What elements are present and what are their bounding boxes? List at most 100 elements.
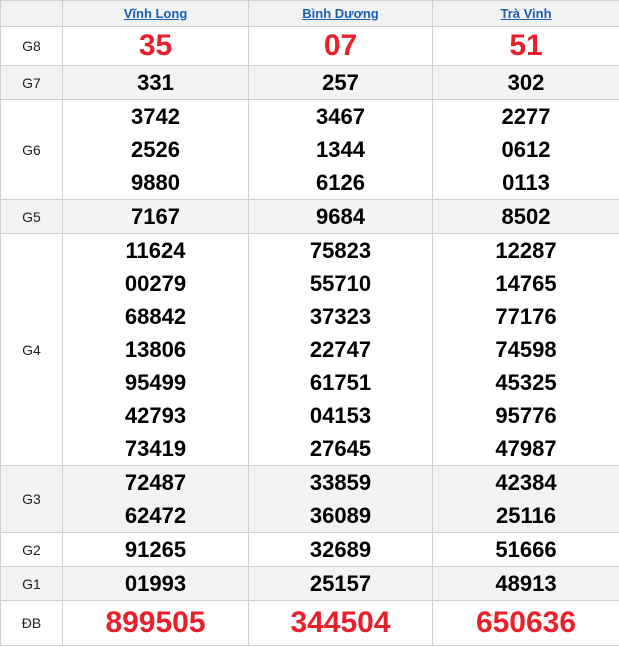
header-row: Vĩnh Long Bình Dương Trà Vinh [0, 0, 619, 27]
prize-number: 2277 [501, 104, 551, 129]
prize-number: 650636 [475, 606, 577, 639]
prize-cell: 331 [62, 65, 249, 100]
prize-label: ĐB [0, 600, 63, 646]
prize-row-g5: G5 7167 9684 8502 [0, 199, 619, 234]
prize-row-g7: G7 331 257 302 [0, 65, 619, 100]
province-header: Bình Dương [248, 0, 433, 27]
province-link-vinh-long[interactable]: Vĩnh Long [123, 5, 188, 21]
prize-cell: 8502 [432, 199, 619, 234]
prize-number: 25157 [309, 571, 372, 596]
prize-cell: 7167 [62, 199, 249, 234]
prize-cell: 25157 [248, 566, 433, 601]
prize-cell: 42384 25116 [432, 465, 619, 533]
prize-number: 9880 [131, 170, 180, 195]
prize-number: 0612 [501, 137, 551, 162]
prize-number: 36089 [309, 503, 372, 528]
prize-cell: 07 [248, 26, 433, 66]
prize-number: 3467 [316, 104, 365, 129]
prize-number: 1344 [316, 137, 365, 162]
prize-number: 61751 [309, 370, 372, 395]
prize-number: 68842 [124, 304, 187, 329]
prize-number: 51666 [495, 537, 557, 562]
prize-number: 51 [509, 29, 543, 62]
prize-cell: 33859 36089 [248, 465, 433, 533]
prize-number: 257 [322, 70, 359, 95]
prize-number: 37323 [309, 304, 372, 329]
prize-cell: 51 [432, 26, 619, 66]
prize-number: 344504 [290, 606, 391, 639]
prize-cell: 72487 62472 [62, 465, 249, 533]
prize-row-g1: G1 01993 25157 48913 [0, 566, 619, 601]
prize-number: 72487 [124, 470, 187, 495]
prize-cell: 91265 [62, 532, 249, 567]
prize-cell: 2277 0612 0113 [432, 99, 619, 200]
prize-number: 04153 [309, 403, 372, 428]
prize-label: G4 [0, 233, 63, 466]
prize-number: 13806 [124, 337, 187, 362]
prize-number: 22747 [309, 337, 372, 362]
prize-number: 74598 [495, 337, 557, 362]
prize-row-g4: G4 11624 00279 68842 13806 95499 42793 73419 758… [0, 233, 619, 466]
prize-cell: 11624 00279 68842 13806 95499 42793 73419 [62, 233, 249, 466]
prize-number: 07 [323, 29, 358, 62]
prize-label: G3 [0, 465, 63, 533]
prize-row-g8: G8 35 07 51 [0, 26, 619, 66]
prize-number: 75823 [309, 238, 372, 263]
corner-cell [0, 0, 63, 27]
prize-label: G7 [0, 65, 63, 100]
prize-number: 95776 [495, 403, 557, 428]
prize-cell: 35 [62, 26, 249, 66]
prize-number: 95499 [124, 370, 187, 395]
prize-cell: 899505 [62, 600, 249, 646]
prize-number: 9684 [316, 204, 365, 229]
prize-number: 12287 [495, 238, 557, 263]
prize-number: 77176 [495, 304, 557, 329]
prize-number: 42384 [495, 470, 557, 495]
province-header: Trà Vinh [432, 0, 619, 27]
prize-number: 302 [507, 70, 545, 95]
prize-number: 00279 [124, 271, 187, 296]
prize-number: 2526 [131, 137, 180, 162]
prize-number: 62472 [124, 503, 187, 528]
prize-number: 3742 [131, 104, 180, 129]
prize-number: 14765 [495, 271, 557, 296]
province-link-tra-vinh[interactable]: Trà Vinh [500, 5, 552, 21]
province-link-binh-duong[interactable]: Bình Dương [302, 5, 379, 21]
prize-cell: 302 [432, 65, 619, 100]
prize-row-g3: G3 72487 62472 33859 36089 42384 25116 [0, 465, 619, 533]
prize-row-g2: G2 91265 32689 51666 [0, 532, 619, 567]
prize-label: G5 [0, 199, 63, 234]
prize-number: 01993 [124, 571, 187, 596]
prize-cell: 3742 2526 9880 [62, 99, 249, 200]
prize-number: 6126 [316, 170, 365, 195]
prize-number: 11624 [125, 238, 186, 263]
prize-cell: 48913 [432, 566, 619, 601]
prize-number: 33859 [309, 470, 372, 495]
prize-row-đb: ĐB 899505 344504 650636 [0, 600, 619, 646]
prize-cell: 12287 14765 77176 74598 45325 95776 47987 [432, 233, 619, 466]
prize-cell: 257 [248, 65, 433, 100]
prize-number: 73419 [124, 436, 187, 461]
prize-cell: 9684 [248, 199, 433, 234]
prize-number: 899505 [105, 606, 206, 639]
prize-number: 91265 [124, 537, 187, 562]
prize-number: 331 [137, 70, 174, 95]
prize-cell: 75823 55710 37323 22747 61751 04153 27645 [248, 233, 433, 466]
prize-row-g6: G6 3742 2526 9880 3467 1344 6126 2277 0612 0113 [0, 99, 619, 200]
prize-number: 47987 [495, 436, 557, 461]
prize-cell: 650636 [432, 600, 619, 646]
prize-label: G8 [0, 26, 63, 66]
prize-number: 27645 [309, 436, 372, 461]
prize-cell: 344504 [248, 600, 433, 646]
prize-cell: 32689 [248, 532, 433, 567]
prize-number: 25116 [496, 503, 556, 528]
prize-number: 35 [138, 29, 173, 62]
prize-number: 45325 [495, 370, 557, 395]
prize-number: 8502 [501, 204, 551, 229]
prize-number: 48913 [495, 571, 557, 596]
prize-number: 32689 [309, 537, 372, 562]
prize-label: G1 [0, 566, 63, 601]
prize-cell: 01993 [62, 566, 249, 601]
prize-label: G2 [0, 532, 63, 567]
